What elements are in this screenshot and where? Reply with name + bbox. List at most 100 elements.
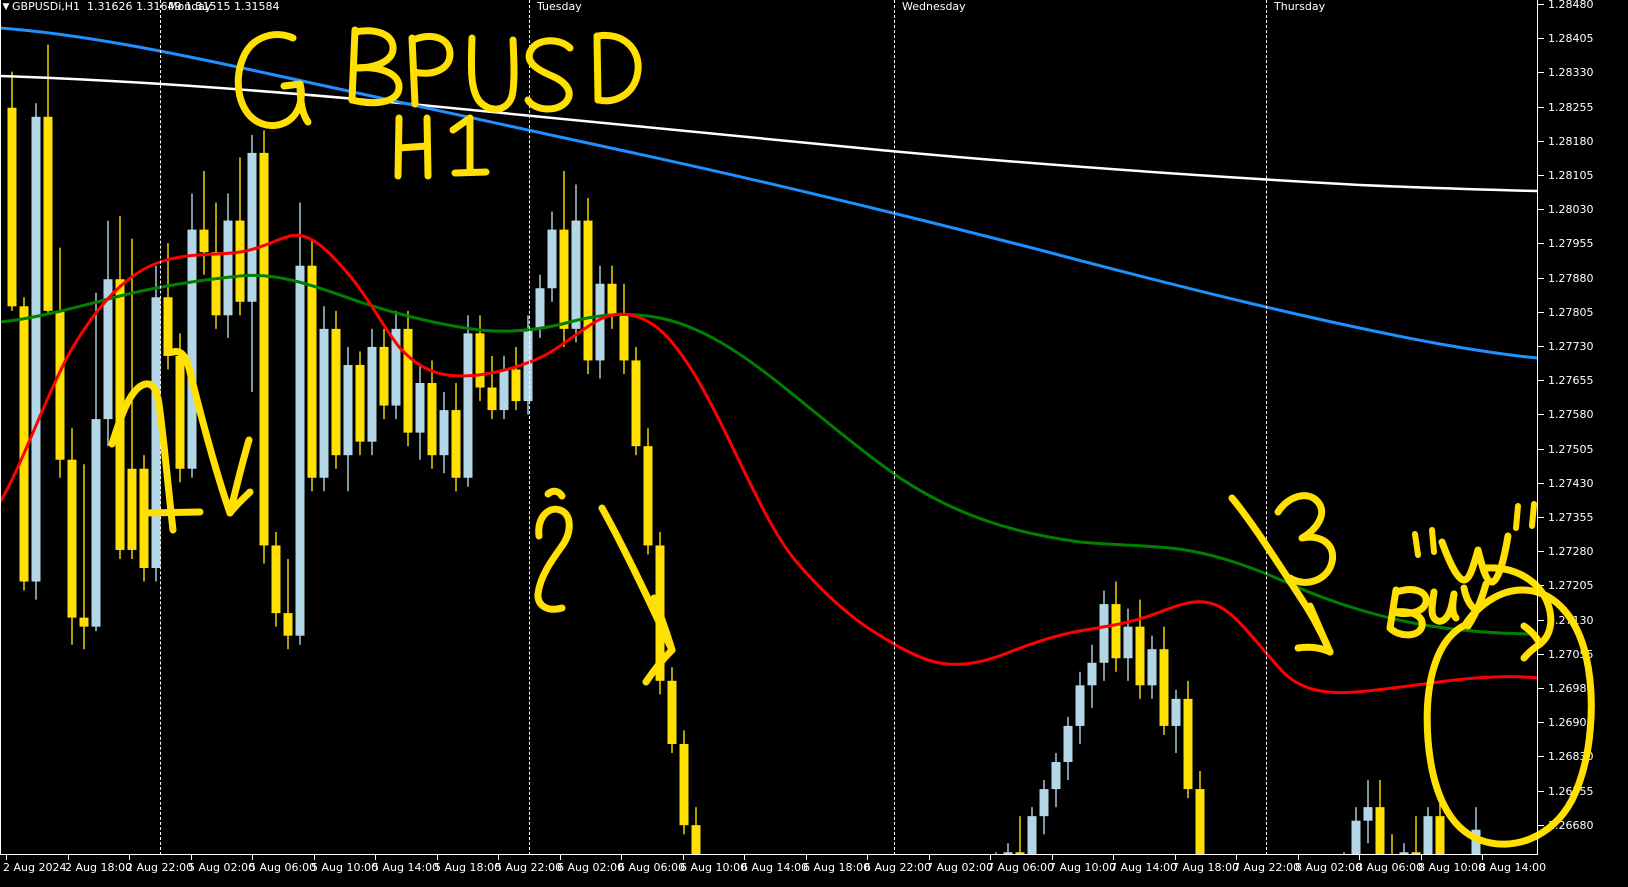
symbol-timeframe-label: GBPUSDi,H1 (12, 0, 81, 13)
price-tick-mark (1538, 722, 1544, 723)
candle-body (379, 346, 389, 406)
plot-left-border (0, 0, 1, 855)
candle-body (103, 279, 113, 420)
ma-white-line (0, 74, 1538, 193)
candle-body (547, 229, 557, 289)
price-tick-mark (1538, 209, 1544, 210)
candle-body (1159, 649, 1169, 726)
price-tick-label: 1.27955 (1548, 237, 1594, 250)
candle-body (391, 328, 401, 406)
chart-plot-area[interactable]: Monday Tuesday Wednesday Thursday (0, 0, 1538, 855)
candle-body (475, 333, 485, 388)
candle-body (535, 288, 545, 329)
time-tick-mark (990, 855, 991, 860)
candle-body (643, 446, 653, 546)
time-tick-mark (683, 855, 684, 860)
candle-body (295, 265, 305, 636)
day-separator-monday (160, 0, 161, 855)
price-tick-label: 1.28330 (1548, 66, 1594, 79)
time-tick-label: 7 Aug 10:00 (1049, 861, 1117, 874)
price-tick-mark (1538, 791, 1544, 792)
candle-body (571, 220, 581, 329)
candle-body (319, 328, 329, 478)
price-axis[interactable]: 1.28480 1.28405 1.28330 1.28255 1.28180 1.281… (1538, 0, 1628, 865)
time-tick-mark (1113, 855, 1114, 860)
time-tick-mark (1175, 855, 1176, 860)
candle-body (1039, 789, 1049, 817)
time-tick-mark (191, 855, 192, 860)
price-tick-mark (1538, 825, 1544, 826)
candle-body (199, 229, 209, 253)
price-tick-mark (1538, 278, 1544, 279)
price-tick-label: 1.26755 (1548, 785, 1594, 798)
time-tick-label: 7 Aug 02:00 (926, 861, 994, 874)
day-label-thursday: Thursday (1274, 0, 1326, 13)
price-tick-mark (1538, 688, 1544, 689)
price-tick-mark (1538, 414, 1544, 415)
time-tick-label: 7 Aug 14:00 (1110, 861, 1178, 874)
time-tick-mark (621, 855, 622, 860)
price-tick-mark (1538, 449, 1544, 450)
time-tick-mark (437, 855, 438, 860)
candle-body (355, 364, 365, 442)
candle-body (427, 383, 437, 456)
price-tick-label: 1.28180 (1548, 135, 1594, 148)
time-axis[interactable]: 2 Aug 2024 2 Aug 18:00 2 Aug 22:00 5 Aug 02… (0, 855, 1628, 887)
price-tick-mark (1538, 72, 1544, 73)
candle-body (439, 410, 449, 456)
candle-body (607, 283, 617, 316)
day-separator-thursday (1266, 0, 1267, 855)
price-tick-label: 1.26830 (1548, 750, 1594, 763)
price-tick-mark (1538, 312, 1544, 313)
price-tick-mark (1538, 654, 1544, 655)
candle-body (271, 545, 281, 614)
candle-body (55, 310, 65, 460)
plot-bottom-border (0, 854, 1538, 855)
time-tick-mark (375, 855, 376, 860)
candle-body (619, 315, 629, 361)
candle-body (211, 252, 221, 316)
candle-body (679, 743, 689, 826)
price-tick-label: 1.27130 (1548, 614, 1594, 627)
candle-body (511, 369, 521, 402)
time-tick-label: 2 Aug 22:00 (126, 861, 194, 874)
candle-body (19, 306, 29, 582)
candle-body (31, 116, 41, 582)
time-tick-label: 5 Aug 14:00 (372, 861, 440, 874)
time-tick-label: 6 Aug 14:00 (741, 861, 809, 874)
candle-body (1171, 698, 1181, 726)
candle-body (1027, 816, 1037, 855)
price-tick-label: 1.28105 (1548, 169, 1594, 182)
time-tick-mark (1236, 855, 1237, 860)
price-tick-mark (1538, 756, 1544, 757)
candle-body (1147, 649, 1157, 686)
candle-body (691, 825, 701, 855)
price-tick-label: 1.27655 (1548, 374, 1594, 387)
candle-body (343, 364, 353, 456)
time-tick-label: 6 Aug 22:00 (864, 861, 932, 874)
ohlc-values: 1.31626 1.31649 1.31515 1.31584 (87, 0, 280, 13)
candle-body (283, 613, 293, 636)
candle-body (595, 283, 605, 361)
candle-body (1363, 807, 1373, 821)
candle-body (1411, 852, 1421, 855)
candle-body (79, 617, 89, 627)
time-tick-mark (252, 855, 253, 860)
time-tick-mark (806, 855, 807, 860)
price-tick-label: 1.28255 (1548, 101, 1594, 114)
time-tick-mark (867, 855, 868, 860)
candle-body (1183, 698, 1193, 790)
candle-body (667, 680, 677, 744)
candle-body (367, 346, 377, 442)
price-tick-mark (1538, 38, 1544, 39)
time-tick-mark (1298, 855, 1299, 860)
time-tick-label: 5 Aug 10:00 (311, 861, 379, 874)
price-tick-mark (1538, 517, 1544, 518)
chevron-down-icon[interactable]: ▼ (2, 2, 10, 12)
time-tick-label: 7 Aug 22:00 (1233, 861, 1301, 874)
price-tick-mark (1538, 4, 1544, 5)
price-tick-label: 1.27055 (1548, 648, 1594, 661)
candle-body (67, 459, 77, 618)
time-tick-label: 6 Aug 02:00 (557, 861, 625, 874)
